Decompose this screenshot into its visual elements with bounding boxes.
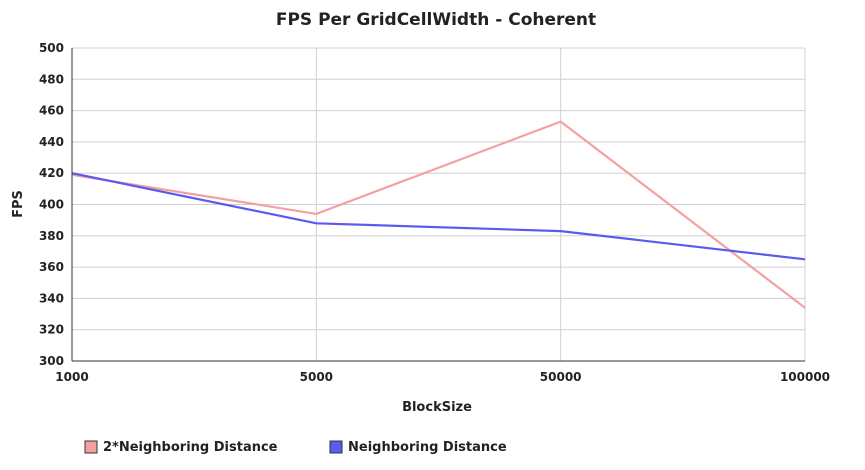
legend-swatch-2 [329,440,343,454]
chart-title: FPS Per GridCellWidth - Coherent [276,10,596,30]
y-tick-label: 480 [39,72,64,86]
y-tick-label: 400 [39,198,64,212]
series-layer [71,120,806,309]
y-axis-ticks: 300 320 340 360 380 400 420 440 460 480 500 [39,41,64,368]
y-tick-label: 420 [39,166,64,180]
legend-swatch-1 [84,440,98,454]
x-tick-label: 5000 [300,370,333,384]
y-tick-label: 440 [39,135,64,149]
legend-label-1: 2*Neighboring Distance [103,440,278,455]
legend: 2*Neighboring Distance Neighboring Distan… [84,440,507,455]
y-tick-label: 380 [39,229,64,243]
y-axis-label: FPS [11,190,26,218]
y-tick-label: 300 [39,354,64,368]
y-tick-label: 460 [39,104,64,118]
x-tick-label: 50000 [540,370,582,384]
y-tick-label: 500 [39,41,64,55]
grid-layer [72,47,806,361]
y-tick-label: 320 [39,323,64,337]
legend-label-2: Neighboring Distance [348,440,507,455]
x-tick-label: 100000 [780,370,830,384]
x-axis-label: BlockSize [402,400,472,415]
x-tick-label: 1000 [55,370,88,384]
y-tick-label: 360 [39,260,64,274]
x-axis-ticks: 1000 5000 50000 100000 [55,370,830,384]
axes-layer [71,48,805,362]
y-tick-label: 340 [39,291,64,305]
series-line-2 [71,172,806,261]
series-line-1 [71,120,806,309]
